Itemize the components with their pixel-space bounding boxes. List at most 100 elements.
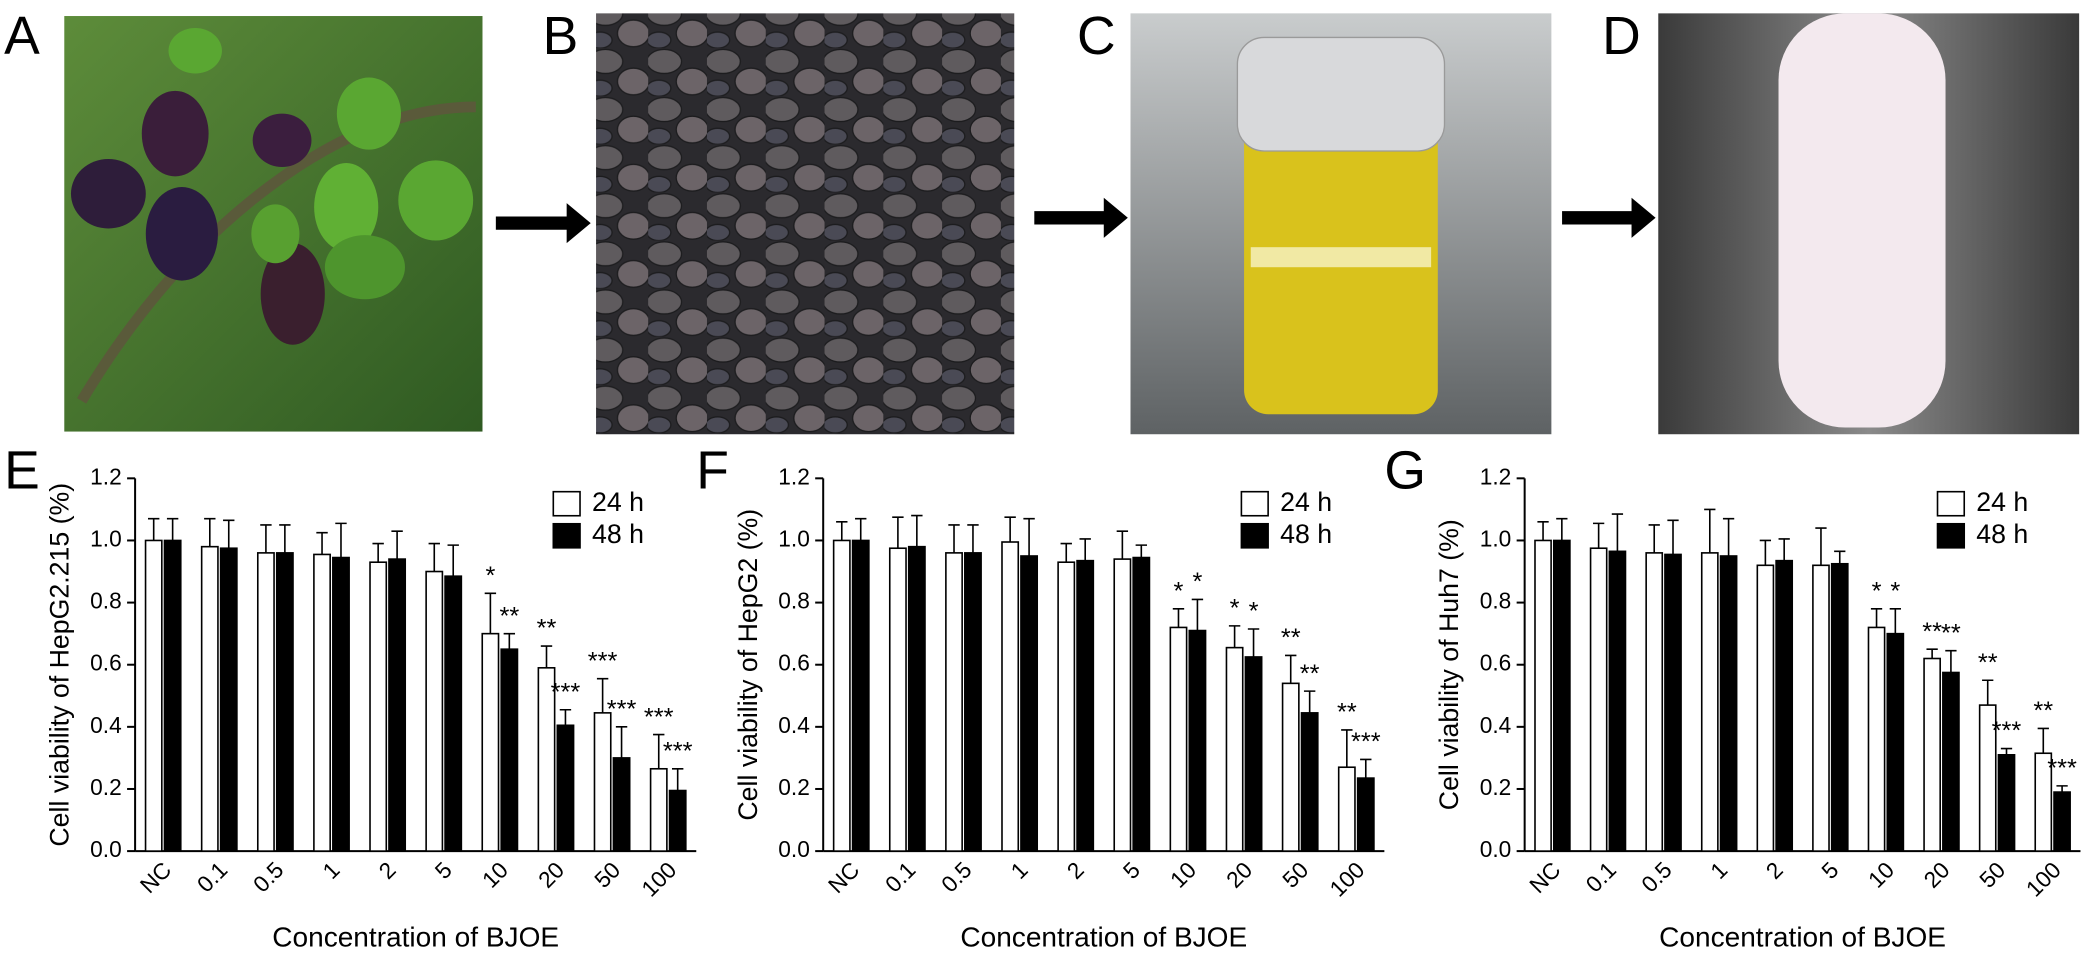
legend-swatch <box>552 522 581 549</box>
error-bar <box>1556 517 1568 541</box>
bar <box>144 539 163 852</box>
bar <box>1337 766 1356 852</box>
significance: * <box>1230 595 1240 623</box>
x-tick-label: 10 <box>1863 857 1899 893</box>
photo-b <box>596 13 1015 435</box>
bar <box>851 539 870 852</box>
bar <box>1281 682 1300 852</box>
x-axis-title: Concentration of BJOE <box>1659 922 1946 953</box>
significance: *** <box>2047 755 2077 783</box>
error-bar <box>1704 508 1716 553</box>
error-bar <box>1945 649 1957 673</box>
bar <box>612 757 631 852</box>
error-bar <box>204 517 216 547</box>
x-tick-label: 100 <box>636 857 681 902</box>
y-tick-label: 1.0 <box>90 525 122 551</box>
error-bar <box>911 514 923 547</box>
error-bar <box>948 524 960 553</box>
error-bar <box>836 521 848 541</box>
bar <box>1942 671 1960 852</box>
error-bar <box>1722 517 1735 556</box>
error-bar <box>223 519 235 549</box>
error-bar <box>1060 542 1072 563</box>
error-bar <box>1667 519 1679 555</box>
error-bar <box>1778 538 1790 561</box>
arrows <box>495 197 1656 244</box>
significance: *** <box>588 647 618 675</box>
significance: *** <box>644 703 674 731</box>
y-axis-title: Cell viability of HepG2.215 (%) <box>45 483 75 847</box>
x-tick-label: 2 <box>1761 857 1788 884</box>
bar <box>1552 539 1571 852</box>
error-bar <box>1228 625 1241 648</box>
bar <box>481 632 500 852</box>
x-tick-label: 0.5 <box>936 857 977 898</box>
error-bar <box>1834 550 1846 564</box>
error-bar <box>1537 521 1549 541</box>
error-bar <box>967 524 979 553</box>
error-bar <box>653 733 665 769</box>
significance: * <box>1192 568 1202 596</box>
error-bar <box>1303 690 1316 713</box>
panel-label: B <box>543 7 579 66</box>
y-axis-title: Cell viability of Huh7 (%) <box>1434 519 1464 810</box>
bar <box>425 570 444 852</box>
bar <box>1244 656 1263 852</box>
significance: *** <box>607 696 637 724</box>
significance: ** <box>1922 618 1942 646</box>
x-tick-label: 50 <box>1974 857 2010 893</box>
x-tick-label: 0.5 <box>1636 857 1677 898</box>
error-bar <box>1815 527 1827 566</box>
x-tick-label: 100 <box>2021 857 2066 902</box>
bar <box>1188 629 1207 852</box>
bar <box>1113 558 1132 852</box>
bar <box>369 561 388 852</box>
x-tick-label: 50 <box>1277 857 1313 893</box>
y-tick-label: 1.2 <box>1480 463 1512 489</box>
y-tick-label: 1.2 <box>90 463 122 489</box>
legend-label: 48 h <box>592 519 644 549</box>
bar <box>1001 541 1020 852</box>
bar <box>1225 646 1244 852</box>
y-tick-label: 0.4 <box>90 712 122 738</box>
y-tick-label: 0.8 <box>1480 588 1512 614</box>
panel-label: F <box>696 441 729 500</box>
bar <box>1589 547 1608 852</box>
x-tick-label: 10 <box>477 857 513 893</box>
bar <box>1756 564 1775 852</box>
error-bar <box>1004 516 1016 543</box>
bar <box>1057 561 1076 852</box>
error-bar <box>1079 538 1091 561</box>
bar <box>1886 632 1905 852</box>
y-axis-title: Cell viability of HepG2 (%) <box>733 509 763 821</box>
x-axis-title: Concentration of BJOE <box>272 922 559 953</box>
bar <box>2053 791 2071 852</box>
error-bar <box>391 530 403 560</box>
error-bar <box>1341 729 1353 768</box>
panel-label: A <box>4 7 40 66</box>
y-tick-label: 1.2 <box>778 463 810 489</box>
error-bar <box>428 542 440 572</box>
bar <box>1867 626 1886 852</box>
panel-label: D <box>1602 7 1641 66</box>
bar <box>1700 552 1719 852</box>
photo-a <box>64 16 483 432</box>
panel-label: G <box>1384 441 1426 500</box>
x-tick-label: NC <box>1524 857 1566 899</box>
error-bar <box>316 531 328 555</box>
x-tick-label: 5 <box>1118 857 1145 884</box>
bar <box>500 648 519 852</box>
significance: ** <box>1978 649 1998 677</box>
error-bar <box>279 524 291 553</box>
bar <box>593 712 612 852</box>
x-tick-label: 50 <box>589 857 625 893</box>
error-bar <box>484 592 497 634</box>
bar <box>888 547 907 852</box>
error-bar <box>147 517 160 541</box>
significance: ** <box>537 615 557 643</box>
x-tick-label: 0.5 <box>248 857 289 898</box>
bar <box>832 539 851 852</box>
bar <box>256 552 275 852</box>
x-tick-label: 2 <box>1062 857 1089 884</box>
